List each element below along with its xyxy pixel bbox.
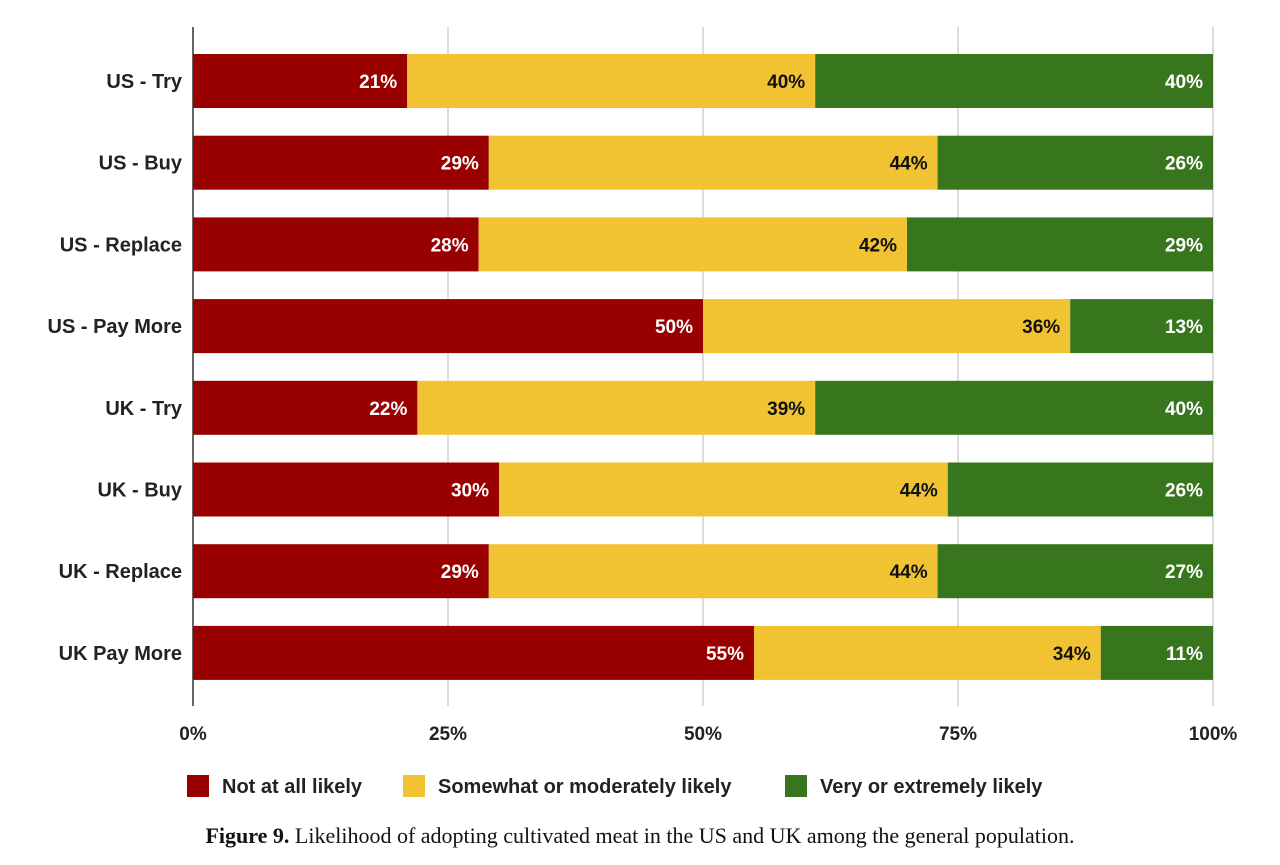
bar-segment (417, 380, 816, 435)
bar-segment (1070, 299, 1213, 354)
bar-segment (488, 544, 938, 599)
bar-segment (499, 462, 948, 517)
data-label: 29% (441, 154, 479, 175)
caption-text: Likelihood of adopting cultivated meat i… (289, 823, 1075, 848)
legend-swatch (187, 775, 209, 797)
bar-segment (193, 135, 489, 190)
data-label: 29% (1165, 235, 1203, 256)
bar-segment (193, 462, 499, 517)
bar-segment (488, 135, 938, 190)
legend-swatch (403, 775, 425, 797)
legend-item: Very or extremely likely (785, 775, 1043, 798)
bar-segment (193, 54, 408, 108)
x-tick-label: 25% (429, 724, 467, 745)
bar-row: 29% 44% 26% (193, 135, 1213, 190)
data-label: 26% (1165, 154, 1203, 175)
y-category-label: UK Pay More (59, 643, 182, 665)
legend-label: Not at all likely (222, 776, 363, 798)
y-category-label: UK - Buy (98, 480, 183, 502)
axes: 0% 25% 50% 75% 100% US - Try US - Buy US - Repl… (48, 27, 1238, 745)
data-label: 30% (451, 481, 489, 502)
bar-row: 28% 42% 29% (193, 217, 1213, 272)
data-label: 11% (1166, 644, 1203, 665)
y-category-label: US - Pay More (48, 316, 182, 338)
stacked-bar-chart: 21% 40% 40% 29% 44% 26% 28% 42% 29% 50% 36% 13% 22% 3… (48, 27, 1238, 798)
bar-segment (193, 217, 479, 272)
bar-segment (193, 299, 703, 354)
x-tick-label: 75% (939, 724, 977, 745)
legend: Not at all likely Somewhat or moderately … (187, 775, 1043, 798)
data-label: 26% (1165, 481, 1203, 502)
bar-segment (407, 54, 816, 108)
data-label: 40% (1165, 72, 1203, 93)
bar-row: 50% 36% 13% (193, 299, 1213, 354)
data-label: 13% (1165, 317, 1203, 338)
legend-item: Somewhat or moderately likely (403, 775, 732, 798)
data-label: 22% (369, 399, 407, 420)
y-category-label: US - Replace (60, 234, 182, 256)
data-label: 29% (441, 562, 479, 583)
data-label: 40% (767, 72, 805, 93)
data-label: 27% (1165, 562, 1203, 583)
bar-segment (703, 299, 1071, 354)
caption-label: Figure 9. (205, 823, 290, 848)
bar-segment (1100, 625, 1213, 680)
bar-segment (937, 135, 1213, 190)
data-label: 36% (1022, 317, 1060, 338)
bar-segment (754, 625, 1101, 680)
bar-segment (193, 380, 418, 435)
y-category-label: US - Try (106, 71, 182, 93)
bar-segment (815, 380, 1213, 435)
y-category-label: UK - Try (105, 398, 183, 420)
bar-segment (947, 462, 1213, 517)
bar-segment (478, 217, 907, 272)
data-label: 44% (890, 562, 928, 583)
data-label: 39% (767, 399, 805, 420)
data-label: 44% (900, 481, 938, 502)
bar-segment (193, 625, 754, 680)
data-label: 21% (359, 72, 397, 93)
data-label: 28% (431, 235, 469, 256)
bars: 21% 40% 40% 29% 44% 26% 28% 42% 29% 50% 36% 13% 22% 3… (193, 54, 1213, 680)
y-category-label: US - Buy (99, 153, 183, 175)
legend-label: Very or extremely likely (820, 776, 1043, 798)
data-label: 42% (859, 235, 897, 256)
data-label: 34% (1053, 644, 1091, 665)
data-label: 55% (706, 644, 744, 665)
x-tick-label: 0% (179, 724, 207, 745)
gridlines (447, 27, 1214, 706)
bar-segment (907, 217, 1213, 272)
bar-segment (815, 54, 1213, 108)
x-tick-label: 100% (1189, 724, 1238, 745)
bar-row: 22% 39% 40% (193, 380, 1213, 435)
legend-item: Not at all likely (187, 775, 363, 798)
data-label: 50% (655, 317, 693, 338)
bar-row: 29% 44% 27% (193, 544, 1213, 599)
figure-caption: Figure 9. Likelihood of adopting cultiva… (0, 823, 1280, 849)
bar-row: 55% 34% 11% (193, 625, 1213, 680)
legend-label: Somewhat or moderately likely (438, 776, 732, 798)
bar-segment (193, 544, 489, 599)
bar-segment (937, 544, 1213, 599)
data-label: 40% (1165, 399, 1203, 420)
data-label: 44% (890, 154, 928, 175)
y-category-label: UK - Replace (59, 561, 182, 583)
legend-swatch (785, 775, 807, 797)
bar-row: 21% 40% 40% (193, 54, 1213, 108)
x-tick-label: 50% (684, 724, 722, 745)
bar-row: 30% 44% 26% (193, 462, 1213, 517)
